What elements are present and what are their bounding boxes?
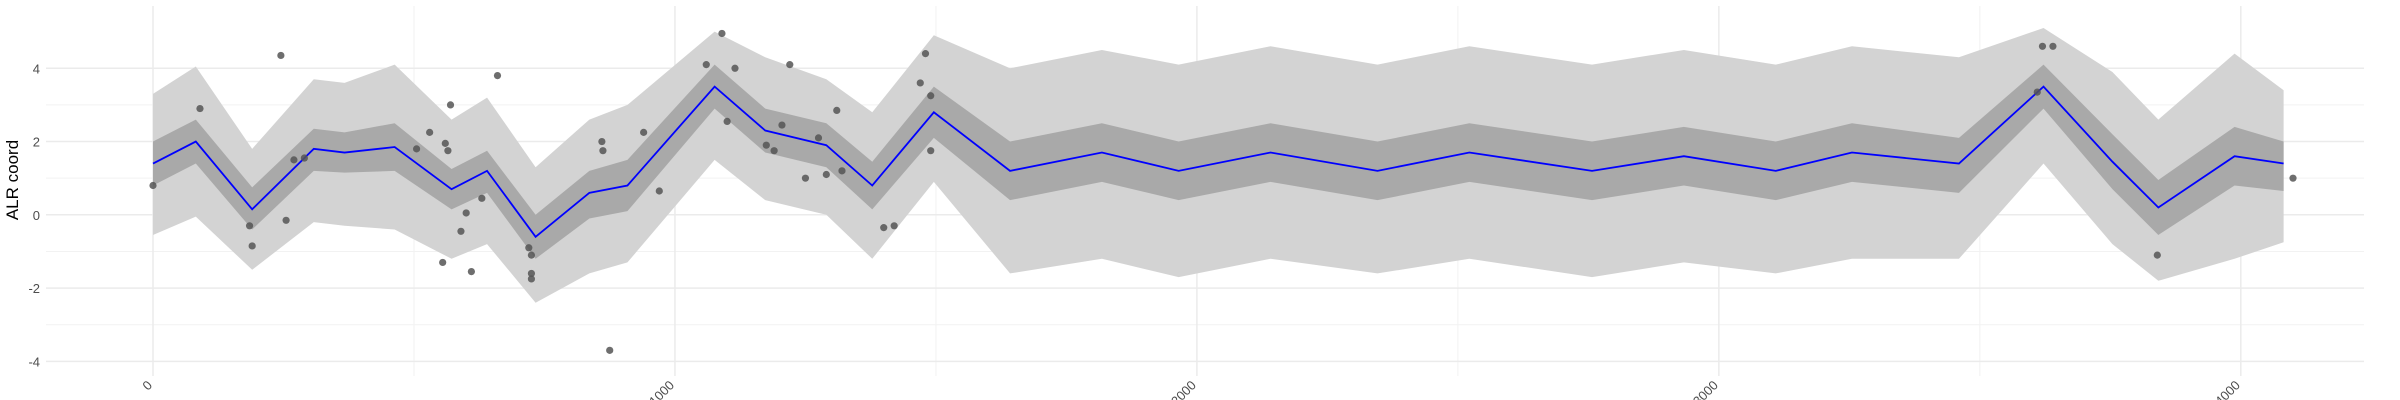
observation (838, 167, 846, 175)
observation (527, 251, 536, 259)
observation (478, 194, 486, 202)
observation (525, 244, 533, 252)
mean-line (152, 85, 2284, 239)
observation (527, 275, 536, 283)
observation (493, 72, 502, 80)
observation (640, 128, 648, 136)
observation (786, 61, 794, 69)
observation (702, 61, 710, 69)
observation (196, 104, 204, 113)
observation (462, 209, 470, 217)
y-axis-label: ALR coord (3, 140, 22, 220)
observation (467, 267, 475, 276)
observation (2049, 42, 2057, 50)
y-tick-label: -2 (28, 281, 40, 296)
observation (599, 147, 607, 155)
x-tick-label: 0 (139, 378, 155, 394)
observation (778, 121, 786, 129)
y-tick-label: 2 (33, 135, 40, 150)
observation (833, 106, 841, 115)
observation (731, 64, 739, 72)
observation (890, 222, 898, 230)
observation (801, 174, 810, 182)
observation (300, 154, 308, 162)
observation (277, 51, 285, 60)
observation (770, 147, 778, 155)
observation (916, 79, 924, 87)
observation (446, 101, 455, 109)
observation (927, 92, 935, 100)
observation (880, 224, 888, 232)
observation (723, 117, 731, 125)
observation (457, 227, 465, 235)
observation (921, 50, 930, 58)
observation (439, 258, 447, 267)
observation (426, 128, 434, 136)
y-tick-label: 0 (33, 208, 40, 223)
observation (606, 346, 614, 354)
x-tick-label: 1000 (646, 378, 677, 400)
observation (814, 134, 823, 142)
observation (282, 216, 290, 224)
y-tick-label: -4 (28, 354, 40, 369)
observation (412, 145, 421, 153)
observation (822, 170, 830, 179)
observation (2038, 42, 2047, 50)
observation (149, 181, 157, 190)
observation (527, 269, 536, 278)
x-tick-label: 3000 (1690, 378, 1721, 400)
observation (245, 222, 254, 230)
observation (927, 147, 935, 155)
observation (718, 29, 726, 38)
observation (444, 147, 452, 155)
y-tick-label: 4 (33, 61, 40, 76)
observation (2153, 251, 2161, 259)
observation (2033, 88, 2041, 96)
observation (2289, 174, 2297, 182)
observation (762, 141, 770, 149)
x-tick-label: 2000 (1168, 378, 1199, 400)
inner-interval (153, 64, 2284, 259)
x-tick-label: 4000 (2212, 378, 2243, 400)
observation (248, 242, 256, 250)
observation (441, 139, 449, 147)
observation (655, 187, 663, 195)
observation (598, 137, 606, 146)
observation (290, 156, 298, 164)
